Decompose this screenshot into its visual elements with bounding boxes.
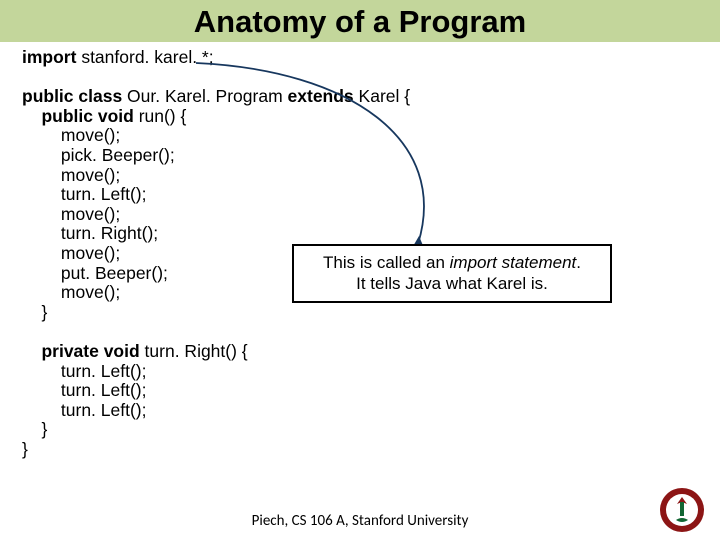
code-text: pick. Beeper(); [22,145,175,165]
code-text: turn. Right() { [140,341,248,361]
footer-text: Piech, CS 106 A, Stanford University [0,512,720,530]
code-text: Our. Karel. Program [122,86,287,106]
code-text [22,106,41,126]
code-text: turn. Left(); [22,184,146,204]
code-text: stanford. karel. *; [76,47,213,67]
code-text: turn. Right(); [22,223,158,243]
keyword: extends [288,86,354,106]
code-text: run() { [134,106,187,126]
code-text: move(); [22,204,120,224]
code-text: Karel { [354,86,410,106]
keyword: import [22,47,76,67]
stanford-seal-icon [658,486,706,534]
callout-line1: This is called an import statement. [304,252,600,273]
callout-line2: It tells Java what Karel is. [304,273,600,294]
code-text: put. Beeper(); [22,263,168,283]
code-text: turn. Left(); [22,400,146,420]
code-text: turn. Left(); [22,361,146,381]
code-text: } [22,439,28,459]
callout-text: . [576,253,581,272]
code-text: } [22,419,47,439]
code-text [22,341,41,361]
code-text: move(); [22,243,120,263]
callout-text: This is called an [323,253,450,272]
keyword: public void [41,106,133,126]
keyword: public class [22,86,122,106]
page-title: Anatomy of a Program [0,4,720,40]
title-bar: Anatomy of a Program [0,0,720,42]
code-text: } [22,302,47,322]
code-text: turn. Left(); [22,380,146,400]
callout-box: This is called an import statement. It t… [292,244,612,303]
code-text: move(); [22,165,120,185]
code-text: move(); [22,125,120,145]
code-text: move(); [22,282,120,302]
keyword: private void [41,341,139,361]
callout-italic: import statement [450,253,577,272]
